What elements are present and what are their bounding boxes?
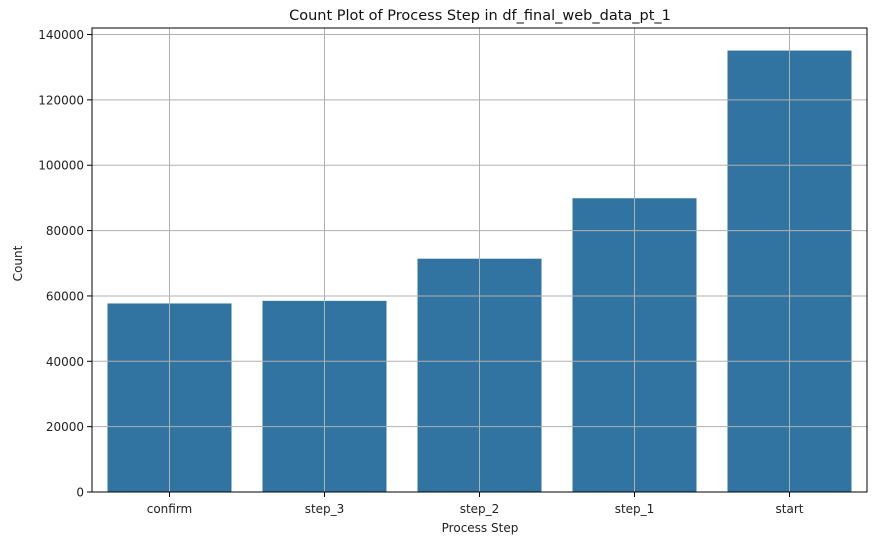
x-axis: confirm step_3 step_2 step_1 start — [147, 492, 804, 516]
x-tick-label: step_3 — [305, 502, 345, 516]
plot-frame — [91, 27, 868, 493]
x-tick-label: step_1 — [615, 502, 655, 516]
y-axis: 0 20000 40000 60000 80000 100000 120000 140000 — [38, 28, 92, 500]
y-tick-label: 140000 — [38, 28, 84, 42]
y-tick-label: 60000 — [46, 289, 84, 303]
y-axis-label: Count — [11, 245, 25, 281]
x-tick-label: start — [776, 502, 804, 516]
y-tick-label: 120000 — [38, 93, 84, 107]
chart-title: Count Plot of Process Step in df_final_w… — [289, 8, 671, 24]
y-tick-label: 100000 — [38, 159, 84, 173]
y-tick-label: 20000 — [46, 420, 84, 434]
y-tick-label: 40000 — [46, 355, 84, 369]
y-tick-label: 80000 — [46, 224, 84, 238]
grid-lines — [92, 28, 867, 493]
x-tick-label: step_2 — [460, 502, 500, 516]
x-tick-label: confirm — [147, 502, 193, 516]
x-axis-label: Process Step — [442, 521, 519, 535]
y-tick-label: 0 — [76, 486, 84, 500]
